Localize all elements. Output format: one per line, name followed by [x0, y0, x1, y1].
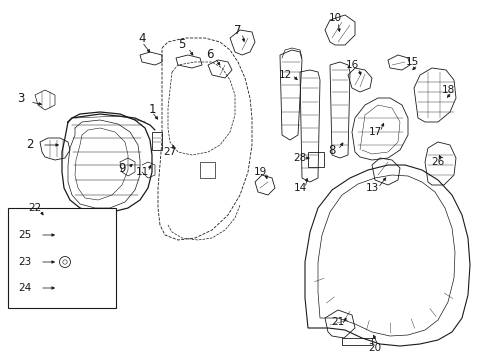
Text: 4: 4 — [138, 31, 145, 45]
Text: 26: 26 — [430, 157, 444, 167]
Text: 28: 28 — [293, 153, 306, 163]
Text: 8: 8 — [327, 144, 335, 157]
Text: 20: 20 — [367, 343, 381, 353]
Text: 1: 1 — [148, 103, 156, 116]
Text: 19: 19 — [253, 167, 266, 177]
Text: 27: 27 — [163, 147, 176, 157]
Text: 11: 11 — [135, 167, 148, 177]
Text: 9: 9 — [118, 162, 125, 175]
Text: 14: 14 — [293, 183, 306, 193]
Text: 23: 23 — [19, 257, 32, 267]
Text: 24: 24 — [19, 283, 32, 293]
Text: 25: 25 — [19, 230, 32, 240]
Text: 15: 15 — [405, 57, 418, 67]
Text: 6: 6 — [206, 49, 213, 62]
Text: 2: 2 — [26, 139, 34, 152]
Text: 3: 3 — [17, 91, 24, 104]
Text: 17: 17 — [367, 127, 381, 137]
Text: 13: 13 — [365, 183, 378, 193]
Text: 12: 12 — [278, 70, 291, 80]
Text: 7: 7 — [234, 23, 241, 36]
Bar — [8, 208, 116, 308]
Text: 5: 5 — [178, 39, 185, 51]
Text: 16: 16 — [345, 60, 358, 70]
Text: 18: 18 — [441, 85, 454, 95]
Text: 22: 22 — [28, 203, 41, 213]
Text: 21: 21 — [331, 317, 344, 327]
Text: 10: 10 — [328, 13, 341, 23]
